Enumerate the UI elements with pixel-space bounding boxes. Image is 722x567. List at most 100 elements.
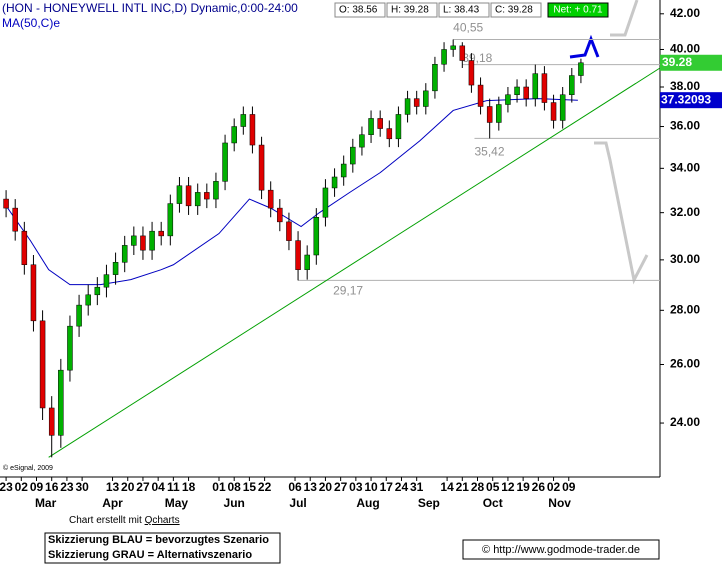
y-tick-label: 34.00 <box>670 161 700 175</box>
x-tick-label: 02 <box>15 480 29 494</box>
candle-body <box>578 62 584 76</box>
x-tick-label: 20 <box>121 480 135 494</box>
candle-body <box>569 75 575 95</box>
net-box <box>547 2 609 18</box>
candle-body <box>204 192 210 200</box>
chart-title: (HON - HONEYWELL INTL INC,D) Dynamic,0:0… <box>2 1 298 15</box>
grey-scenario-up <box>610 0 639 37</box>
candle-body <box>231 126 237 144</box>
candle-body <box>423 90 429 107</box>
candle-body <box>140 235 146 251</box>
candle-body <box>541 73 548 103</box>
x-tick-label: 18 <box>182 480 196 494</box>
y-tick-label: 28.00 <box>670 302 700 316</box>
source: © http://www.godmode-trader.de <box>482 544 640 556</box>
candle-body <box>149 230 155 251</box>
grey-scenario-down <box>594 141 649 285</box>
note: Skizzierung BLAU = bevorzugtes Szenario <box>48 534 269 546</box>
month-label: Mar <box>35 496 57 510</box>
candle-body <box>304 254 310 270</box>
candle-body <box>377 118 383 129</box>
candle-body <box>167 203 174 237</box>
y-tick-label: 42.00 <box>670 6 700 20</box>
candle-body <box>532 73 539 99</box>
candle-body <box>505 94 511 105</box>
candle-body <box>131 235 137 246</box>
candle-body <box>249 114 256 146</box>
candle-body <box>267 189 274 209</box>
y-tick-label: 36.00 <box>670 119 700 133</box>
y-tick-label: 24.00 <box>670 415 700 429</box>
month-label: May <box>165 496 189 510</box>
x-tick-label: 13 <box>304 480 318 494</box>
credit-text: Chart erstellt mit <box>69 515 145 526</box>
candle-body <box>386 128 393 140</box>
trendline <box>48 67 661 458</box>
last-price-label: 39.28 <box>662 55 692 69</box>
candle-body <box>76 304 82 327</box>
ma-last-label: 37.32093 <box>661 92 711 106</box>
x-tick-label: 05 <box>486 480 500 494</box>
quote-label: C: 39.28 <box>495 5 533 16</box>
x-tick-label: 19 <box>516 480 530 494</box>
candle-body <box>176 185 183 204</box>
candle-body <box>103 274 110 288</box>
x-tick-label: 17 <box>380 480 394 494</box>
credit: Chart erstellt mit Qcharts <box>69 515 180 526</box>
level-label: 40,55 <box>453 21 483 35</box>
quote-cell <box>490 2 542 18</box>
candle-body <box>477 84 484 107</box>
candle-body <box>550 102 557 121</box>
candle-body <box>486 106 493 123</box>
x-tick-label: 06 <box>288 480 302 494</box>
candle-body <box>194 192 201 207</box>
quote-cell <box>334 2 386 18</box>
candle-body <box>413 98 420 107</box>
candle-body <box>322 187 329 218</box>
candle-body <box>85 294 91 306</box>
x-tick-label: 26 <box>532 480 546 494</box>
candle-body <box>441 49 447 65</box>
candle-body <box>559 94 566 121</box>
candle-body <box>185 185 192 207</box>
x-tick-label: 03 <box>349 480 363 494</box>
candle-body <box>39 320 46 409</box>
candle-body <box>286 221 292 241</box>
candle-body <box>395 114 402 140</box>
month-label: Jun <box>224 496 245 510</box>
candle-body <box>295 240 301 270</box>
ma-line <box>5 98 578 286</box>
candle-body <box>3 198 9 209</box>
x-tick-label: 14 <box>440 480 454 494</box>
x-tick-label: 21 <box>456 480 470 494</box>
x-tick-label: 10 <box>364 480 378 494</box>
x-tick-label: 15 <box>243 480 257 494</box>
x-tick-label: 16 <box>45 480 59 494</box>
x-tick-label: 09 <box>562 480 576 494</box>
x-tick-label: 22 <box>258 480 272 494</box>
x-tick-label: 24 <box>395 480 409 494</box>
candle-body <box>30 264 37 322</box>
candle-body <box>432 64 438 92</box>
candle-body <box>313 216 320 256</box>
x-tick-label: 11 <box>167 480 180 494</box>
candle-body <box>404 98 411 115</box>
candle-body <box>258 144 265 191</box>
quote-box: O: 38.56 H: 39.28 L: 38.43 C: 39.28 <box>334 2 542 18</box>
x-tick-label: 20 <box>319 480 333 494</box>
x-tick-label: 23 <box>60 480 74 494</box>
candle-body <box>21 230 28 266</box>
candle-body <box>58 369 64 436</box>
month-label: Nov <box>548 496 571 510</box>
candle-body <box>496 104 502 123</box>
candle-body <box>450 45 456 50</box>
x-tick-label: 31 <box>410 480 424 494</box>
note: Skizzierung GRAU = Alternativszenario <box>48 549 252 561</box>
candle-body <box>158 230 164 237</box>
candle-body <box>222 142 228 182</box>
candle-body <box>350 146 356 165</box>
month-label: Oct <box>483 496 503 510</box>
y-tick-label: 26.00 <box>670 357 700 371</box>
